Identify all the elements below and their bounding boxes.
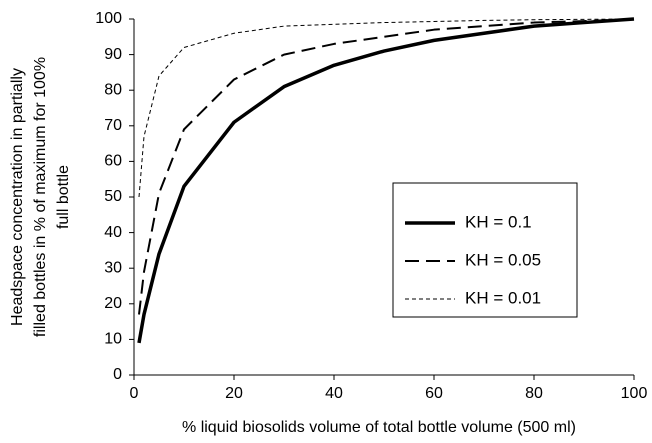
x-axis-label: % liquid biosolids volume of total bottl…: [182, 419, 576, 436]
y-tick-label: 20: [104, 295, 122, 312]
x-tick-label: 0: [130, 385, 139, 402]
y-tick-label: 10: [104, 331, 122, 348]
legend-label: KH = 0.1: [465, 212, 532, 231]
y-tick-label: 30: [104, 259, 122, 276]
line-series: [138, 18, 635, 315]
legend-box: [392, 182, 578, 318]
legend-label: KH = 0.05: [465, 250, 541, 269]
legend: KH = 0.1 KH = 0.05 KH = 0.01: [392, 182, 578, 318]
y-tick-label: 70: [104, 117, 122, 134]
y-tick-label: 60: [104, 153, 122, 170]
y-tick-label: 100: [95, 10, 122, 27]
y-axis-label: Headspace concentration in partially: [9, 68, 26, 326]
y-tick-label: 50: [104, 188, 122, 205]
y-tick-label: 0: [113, 366, 122, 383]
legend-label: KH = 0.01: [465, 288, 541, 307]
x-tick-label: 20: [225, 385, 243, 402]
line-series: [137, 17, 635, 344]
x-tick-label: 40: [325, 385, 343, 402]
y-axis-label: full bottle: [55, 165, 72, 229]
y-tick-label: 40: [104, 224, 122, 241]
x-tick-label: 80: [525, 385, 543, 402]
y-axis-label: filled bottles in % of maximum for 100%: [32, 57, 49, 337]
x-tick-label: 60: [425, 385, 443, 402]
line-series: [138, 18, 635, 198]
y-tick-label: 90: [104, 46, 122, 63]
y-tick-label: 80: [104, 81, 122, 98]
x-tick-label: 100: [621, 385, 648, 402]
